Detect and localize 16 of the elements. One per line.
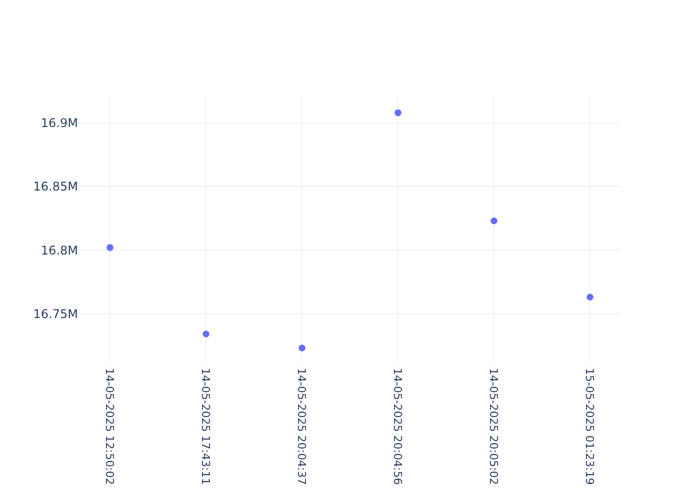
x-tick-label: 14-05-2025 20:04:56 [391,368,404,485]
x-tick-label: 15-05-2025 01:23:19 [583,368,596,485]
point [106,244,114,251]
y-tick-label: 16.85M [33,180,78,194]
y-tick-label: 16.75M [33,306,78,321]
x-tick-label: 14-05-2025 20:04:37 [295,368,308,485]
point [490,217,498,224]
x-tick-label: 14-05-2025 12:50:02 [103,368,116,485]
point [586,294,594,301]
point [394,109,402,116]
x-tick-label: 14-05-2025 17:43:11 [199,368,212,485]
y-tick-label: 16.8M [40,243,78,258]
point [202,330,210,338]
x-tick-label: 14-05-2025 20:05:02 [487,368,500,485]
point [298,344,306,352]
y-tick-label: 16.9M [40,116,78,130]
